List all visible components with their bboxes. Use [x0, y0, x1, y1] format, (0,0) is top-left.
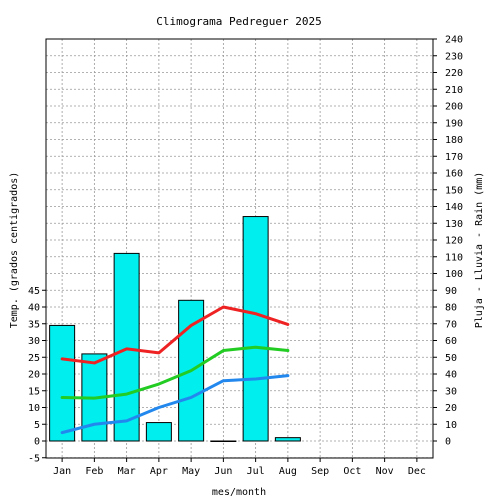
left-tick-label: 20: [28, 370, 40, 381]
x-tick-label: May: [182, 466, 200, 477]
left-axis-ticks: -5 0 5 10 15 20 25 30 35 40 45: [28, 286, 46, 464]
temperature-lines: [60, 305, 290, 435]
x-tick-label: Jan: [53, 466, 71, 477]
right-tick-label: 160: [445, 169, 463, 180]
left-tick-label: 35: [28, 319, 40, 330]
right-tick-label: 230: [445, 51, 463, 62]
right-tick-label: 130: [445, 219, 463, 230]
x-tick-label: Feb: [85, 466, 103, 477]
right-tick-label: 100: [445, 269, 463, 280]
plot-frame: [45, 38, 434, 459]
x-tick-label: Jun: [214, 466, 232, 477]
x-tick-label: Sep: [311, 466, 329, 477]
x-tick-label: Oct: [343, 466, 361, 477]
precipitation-bar-jun: [210, 440, 237, 442]
right-tick-label: 170: [445, 152, 463, 163]
right-tick-label: 180: [445, 135, 463, 146]
left-tick-label: 0: [34, 437, 40, 448]
x-tick-label: Jul: [247, 466, 265, 477]
right-tick-label: 90: [445, 286, 457, 297]
min-temp-line: [60, 374, 290, 435]
left-tick-label: 25: [28, 353, 40, 364]
max-temp-line: [60, 305, 290, 365]
precipitation-bar-jan: [49, 324, 76, 442]
right-tick-label: 50: [445, 353, 457, 364]
right-tick-label: 150: [445, 185, 463, 196]
precipitation-bar-apr: [145, 422, 172, 442]
right-tick-label: 120: [445, 236, 463, 247]
x-tick-label: Nov: [376, 466, 394, 477]
right-tick-label: 220: [445, 68, 463, 79]
right-tick-label: 20: [445, 403, 457, 414]
precipitation-bar-jul: [242, 216, 269, 442]
x-tick-label: Aug: [279, 466, 297, 477]
right-tick-label: 240: [445, 35, 463, 46]
right-axis-label: Pluja - Lluvia - Rain (mm): [474, 172, 485, 329]
precipitation-bar-aug: [274, 437, 301, 442]
left-tick-label: 30: [28, 336, 40, 347]
left-tick-label: -5: [28, 453, 40, 464]
right-tick-label: 10: [445, 420, 457, 431]
right-tick-label: 110: [445, 252, 463, 263]
left-tick-label: 40: [28, 303, 40, 314]
left-tick-label: 15: [28, 386, 40, 397]
x-axis-ticks: Jan Feb Mar Apr May Jun Jul Aug Sep Oct Nov Dec: [53, 458, 426, 477]
right-tick-label: 210: [445, 85, 463, 96]
x-tick-label: Dec: [408, 466, 426, 477]
right-tick-label: 40: [445, 370, 457, 381]
right-tick-label: 30: [445, 386, 457, 397]
chart-title: Climograma Pedreguer 2025: [156, 15, 322, 28]
right-axis-ticks: 0 10 20 30 40 50 60 70 80 90 100 110 120 130 140 150 160…: [433, 35, 463, 448]
precipitation-bar-mar: [113, 252, 140, 442]
right-tick-label: 190: [445, 118, 463, 129]
mean-temp-line: [60, 345, 290, 400]
left-axis-label: Temp. (grados centigrados): [9, 172, 20, 329]
right-tick-label: 70: [445, 319, 457, 330]
right-tick-label: 80: [445, 303, 457, 314]
right-tick-label: 60: [445, 336, 457, 347]
x-tick-label: Mar: [118, 466, 136, 477]
right-tick-label: 140: [445, 202, 463, 213]
left-tick-label: 45: [28, 286, 40, 297]
x-axis-label: mes/month: [212, 487, 266, 498]
left-tick-label: 5: [34, 420, 40, 431]
right-tick-label: 200: [445, 102, 463, 113]
left-tick-label: 10: [28, 403, 40, 414]
x-tick-label: Apr: [150, 466, 168, 477]
right-tick-label: 0: [445, 437, 451, 448]
